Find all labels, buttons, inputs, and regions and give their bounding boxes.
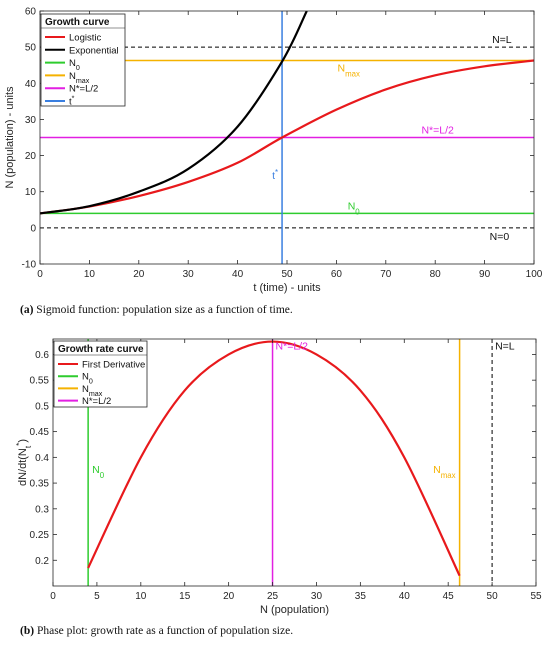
- y-tick-label: -10: [22, 260, 37, 271]
- x-tick-label: 40: [399, 591, 411, 602]
- y-tick-label: 40: [25, 79, 37, 90]
- x-tick-label: 30: [311, 591, 323, 602]
- x-tick-label: 20: [223, 591, 235, 602]
- legend-entry-label: Logistic: [69, 33, 101, 44]
- x-tick-label: 70: [380, 269, 392, 280]
- line-annotation: N*=L/2: [276, 340, 309, 352]
- legend-entry-label: Nmax: [69, 71, 90, 85]
- x-tick-label: 35: [355, 591, 367, 602]
- y-tick-label: 0.3: [35, 504, 49, 515]
- x-tick-label: 10: [84, 269, 96, 280]
- x-tick-label: 5: [94, 591, 100, 602]
- legend-entry-label: N0: [82, 372, 93, 386]
- legend-entry-label: N*=L/2: [69, 84, 98, 95]
- axes-frame: [52, 338, 537, 587]
- y-tick-label: 0.25: [30, 530, 50, 541]
- line-annotation: N0: [348, 200, 361, 216]
- y-tick-label: 10: [25, 187, 37, 198]
- legend-entry-label: t*: [69, 95, 75, 108]
- x-tick-label: 50: [281, 269, 293, 280]
- y-axis-label: dN/dt(Nt*): [15, 439, 33, 486]
- y-tick-label: 30: [25, 115, 37, 126]
- x-tick-label: 25: [267, 591, 279, 602]
- x-tick-label: 30: [183, 269, 195, 280]
- chart-a: 0 10 20 30 40 50 60 70 80 90 100-100102030405060t …: [4, 7, 543, 295]
- caption-a-text: Sigmoid function: population size as a f…: [36, 304, 293, 316]
- caption-b-tag: (b): [20, 625, 35, 637]
- series-line-0: [40, 59, 534, 215]
- x-tick-label: 90: [479, 269, 491, 280]
- caption-b: (b) Phase plot: growth rate as a functio…: [20, 625, 293, 637]
- y-tick-label: 50: [25, 43, 37, 54]
- legend-box: [53, 340, 148, 408]
- line-annotation: N0: [92, 464, 105, 480]
- x-axis-label: N (population): [260, 604, 329, 616]
- legend-entry-label: N0: [69, 58, 80, 72]
- x-tick-label: 0: [37, 269, 43, 280]
- y-tick-label: 0: [30, 223, 36, 234]
- line-annotation: N=L: [495, 340, 515, 352]
- caption-a-tag: (a): [20, 304, 34, 316]
- x-tick-label: 50: [487, 591, 499, 602]
- legend-entry-label: Exponential: [69, 45, 119, 56]
- x-tick-label: 80: [430, 269, 442, 280]
- chart-b: 0 5 10 15 20 25 30 35 40 45 50 55 0.2 0.25 0.3 0.35 0.4 0…: [15, 338, 542, 616]
- caption-a: (a) Sigmoid function: population size as…: [20, 304, 293, 316]
- y-tick-label: 0.45: [30, 427, 50, 438]
- x-tick-label: 55: [530, 591, 542, 602]
- x-tick-label: 100: [526, 269, 543, 280]
- legend-entry-label: Nmax: [82, 384, 103, 398]
- line-annotation: N=L: [492, 34, 512, 46]
- x-tick-label: 40: [232, 269, 244, 280]
- x-tick-label: 20: [133, 269, 145, 280]
- x-tick-label: 60: [331, 269, 343, 280]
- x-tick-label: 10: [135, 591, 147, 602]
- line-annotation: Nmax: [433, 464, 456, 480]
- x-tick-label: 0: [50, 591, 56, 602]
- line-annotation: t*: [272, 168, 278, 183]
- series-line-1: [40, 11, 308, 215]
- y-tick-label: 0.2: [35, 556, 49, 567]
- x-tick-label: 45: [443, 591, 455, 602]
- line-annotation: N=0: [490, 231, 510, 243]
- x-tick-label: 15: [179, 591, 191, 602]
- line-annotation: N*=L/2: [421, 125, 454, 137]
- y-tick-label: 0.5: [35, 401, 49, 412]
- caption-b-text: Phase plot: growth rate as a function of…: [36, 625, 294, 637]
- y-tick-label: 0.6: [35, 350, 49, 361]
- y-axis-label: N (population) - units: [4, 86, 16, 189]
- x-axis-label: t (time) - units: [253, 282, 321, 294]
- line-annotation: Nmax: [338, 63, 361, 79]
- y-tick-label: 0.35: [30, 479, 50, 490]
- y-tick-label: 0.4: [35, 453, 49, 464]
- legend-title: Growth curve: [45, 17, 110, 28]
- y-tick-label: 60: [25, 7, 37, 18]
- legend-title: Growth rate curve: [58, 344, 144, 355]
- y-tick-label: 20: [25, 151, 37, 162]
- legend-entry-label: N*=L/2: [82, 396, 111, 407]
- legend-box: [40, 13, 126, 107]
- y-tick-label: 0.55: [30, 376, 50, 387]
- legend-entry-label: First Derivative: [82, 360, 145, 371]
